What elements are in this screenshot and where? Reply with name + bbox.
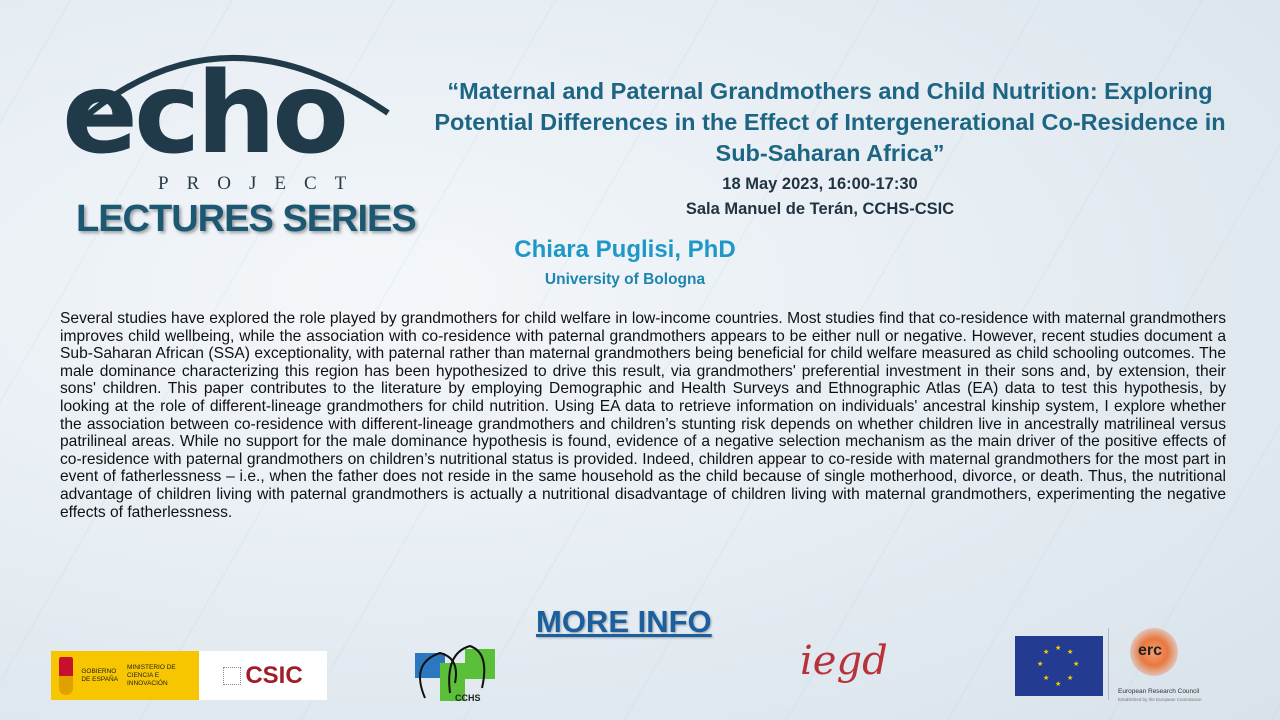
more-info-link[interactable]: MORE INFO	[536, 604, 712, 639]
gobierno-espana-logo: GOBIERNO DE ESPAÑA MINISTERIO DE CIENCIA…	[51, 651, 199, 700]
iegd-logo: iegd	[800, 638, 888, 684]
speaker-name: Chiara Puglisi, PhD	[514, 236, 736, 263]
erc-name: European Research Council	[1118, 688, 1200, 695]
echo-project-logo: echo PROJECT	[60, 28, 390, 194]
lecture-venue: Sala Manuel de Terán, CCHS-CSIC	[685, 200, 955, 218]
spain-coat-of-arms-icon	[59, 656, 74, 695]
logo-project-text: PROJECT	[158, 173, 365, 194]
cchs-logo: CCHS	[410, 643, 500, 705]
eu-flag-logo: ★ ★ ★ ★ ★ ★ ★ ★	[1015, 636, 1103, 696]
lecture-date: 18 May 2023, 16:00-17:30	[722, 175, 918, 193]
logo-arc	[76, 55, 390, 126]
speaker-affiliation: University of Bologna	[544, 271, 706, 288]
erc-logo: erc European Research Council Establishe…	[1118, 628, 1202, 706]
logo-echo-text: echo	[62, 49, 349, 179]
ministerio-text: MINISTERIO DE CIENCIA E INNOVACIÓN	[126, 663, 176, 687]
erc-dots-icon	[1130, 628, 1178, 676]
gobierno-text: GOBIERNO DE ESPAÑA	[81, 667, 119, 683]
lectures-series-heading: LECTURES SERIES	[76, 198, 417, 240]
erc-subtitle: Established by the European Commission	[1118, 697, 1202, 702]
cchs-heads-icon	[415, 644, 495, 701]
csic-emblem-icon	[223, 666, 242, 685]
abstract-text: Several studies have explored the role p…	[60, 310, 1226, 521]
csic-text: CSIC	[245, 661, 303, 689]
csic-logo: CSIC	[199, 651, 327, 700]
erc-text: erc	[1138, 642, 1163, 659]
divider	[1108, 628, 1109, 700]
cchs-text: CCHS	[455, 693, 481, 703]
lecture-title: “Maternal and Paternal Grandmothers and …	[434, 78, 1226, 166]
